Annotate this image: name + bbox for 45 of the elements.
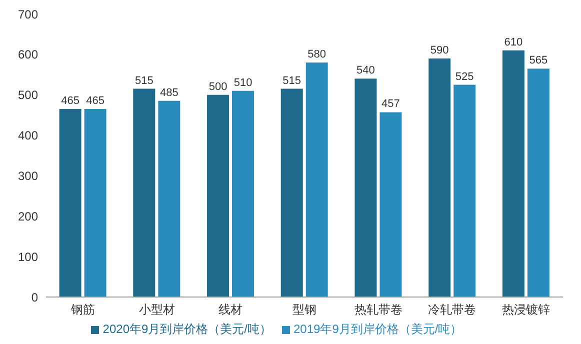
data-label: 465 [86,95,104,108]
data-label: 515 [282,74,302,87]
bar [59,109,82,297]
y-tick-label: 700 [18,7,38,22]
data-label: 510 [234,76,252,89]
data-label: 580 [308,48,326,61]
legend-label: 2020年9月到岸价格（美元/吨） [102,322,272,336]
bar [527,68,550,297]
x-tick-label: 型钢 [292,302,316,317]
bar [207,94,230,297]
y-tick-label: 400 [18,128,38,143]
y-tick-label: 0 [31,290,38,304]
data-label: 485 [160,86,178,99]
bar [454,84,476,297]
bar [84,109,106,297]
x-tick-label: 热浸镀锌 [502,302,550,317]
y-tick-label: 200 [18,209,38,224]
bar [502,50,524,297]
data-label: 500 [208,80,228,93]
bar [232,90,254,297]
x-tick-label: 热轧带卷 [354,302,402,317]
x-tick-label: 钢筋 [70,302,95,317]
data-label: 590 [430,44,449,56]
bar [380,112,402,297]
y-tick-label: 600 [18,48,38,62]
x-tick-label: 小型材 [138,302,175,317]
data-label: 457 [382,98,400,110]
x-tick-label: 冷轧带卷 [428,302,476,317]
y-tick-label: 100 [18,250,38,264]
data-label: 540 [356,64,375,77]
bar [133,88,156,297]
data-label: 525 [455,70,474,83]
data-label: 565 [529,54,548,67]
data-label: 610 [504,36,523,48]
bar [280,88,303,297]
y-tick-label: 500 [18,88,38,102]
legend-label: 2019年9月到岸价格（美元/吨） [294,322,462,336]
data-label: 515 [134,74,154,87]
bar [306,62,328,297]
bar [158,100,180,297]
x-tick-label: 线材 [218,302,243,317]
bar [428,58,451,297]
y-tick-label: 300 [18,168,38,183]
data-label: 465 [61,95,80,108]
bar [354,78,377,297]
